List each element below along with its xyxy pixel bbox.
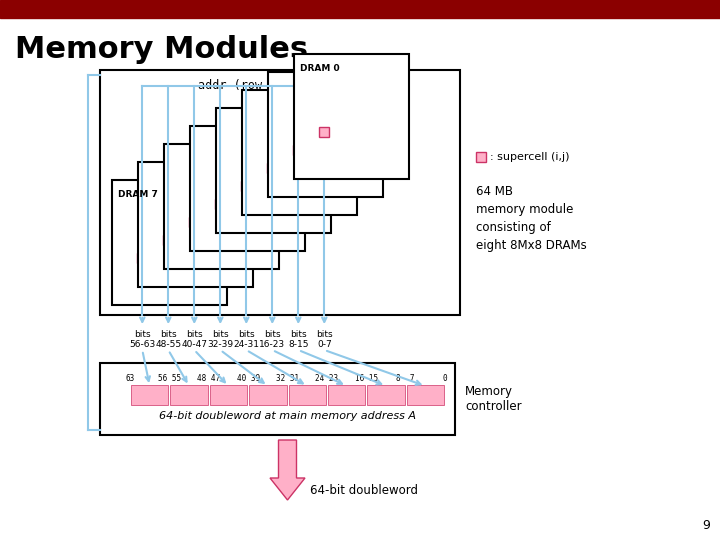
Text: Memory
controller: Memory controller — [465, 385, 521, 413]
Text: bits
40-47: bits 40-47 — [181, 330, 207, 349]
Text: Memory Modules: Memory Modules — [15, 36, 308, 64]
Bar — [171, 385, 208, 405]
Bar — [407, 385, 444, 405]
Text: 16 15: 16 15 — [355, 374, 378, 383]
Bar — [189, 217, 199, 226]
Text: 0: 0 — [443, 374, 447, 383]
Text: 40 39: 40 39 — [237, 374, 260, 383]
Text: 24 23: 24 23 — [315, 374, 338, 383]
Text: bits
56-63: bits 56-63 — [129, 330, 156, 349]
Text: 63: 63 — [125, 374, 135, 383]
Bar — [476, 152, 486, 162]
Text: bits
48-55: bits 48-55 — [156, 330, 181, 349]
Bar — [112, 180, 227, 305]
Bar — [319, 126, 329, 137]
Bar — [138, 162, 253, 287]
Bar — [289, 385, 326, 405]
Bar — [328, 385, 365, 405]
Text: Seoul National University: Seoul National University — [572, 5, 712, 15]
Text: DRAM 7: DRAM 7 — [118, 190, 158, 199]
Text: 64-bit doubleword at main memory address A: 64-bit doubleword at main memory address… — [159, 411, 416, 421]
Bar — [215, 199, 225, 208]
Bar — [249, 385, 287, 405]
Bar — [100, 363, 455, 435]
Bar — [210, 385, 247, 405]
Text: 9: 9 — [702, 519, 710, 532]
Bar — [216, 108, 331, 233]
Bar — [131, 385, 168, 405]
Text: bits
0-7: bits 0-7 — [316, 330, 333, 349]
Text: addr (row = i, col = j): addr (row = i, col = j) — [198, 79, 362, 92]
Bar — [138, 253, 148, 262]
Bar — [0, 0, 720, 18]
Bar — [163, 234, 174, 245]
Bar — [367, 385, 405, 405]
Text: DRAM 0: DRAM 0 — [300, 64, 340, 73]
FancyArrow shape — [270, 440, 305, 500]
Bar — [267, 163, 277, 172]
Bar — [100, 70, 460, 315]
Bar — [294, 54, 409, 179]
Text: bits
24-31: bits 24-31 — [233, 330, 259, 349]
Bar — [190, 126, 305, 251]
Text: bits
8-15: bits 8-15 — [288, 330, 309, 349]
Text: 48 47: 48 47 — [197, 374, 220, 383]
Text: 32 31: 32 31 — [276, 374, 299, 383]
Text: bits
16-23: bits 16-23 — [259, 330, 285, 349]
Text: 64-bit doubleword: 64-bit doubleword — [310, 483, 418, 496]
Bar — [242, 90, 357, 215]
Bar — [293, 145, 303, 154]
Bar — [164, 144, 279, 269]
Text: 8  7: 8 7 — [397, 374, 415, 383]
Text: 56 55: 56 55 — [158, 374, 181, 383]
Bar — [241, 180, 251, 191]
Text: bits
32-39: bits 32-39 — [207, 330, 233, 349]
Text: : supercell (i,j): : supercell (i,j) — [490, 152, 570, 162]
Text: 64 MB
memory module
consisting of
eight 8Mx8 DRAMs: 64 MB memory module consisting of eight … — [476, 185, 587, 252]
Bar — [268, 72, 383, 197]
